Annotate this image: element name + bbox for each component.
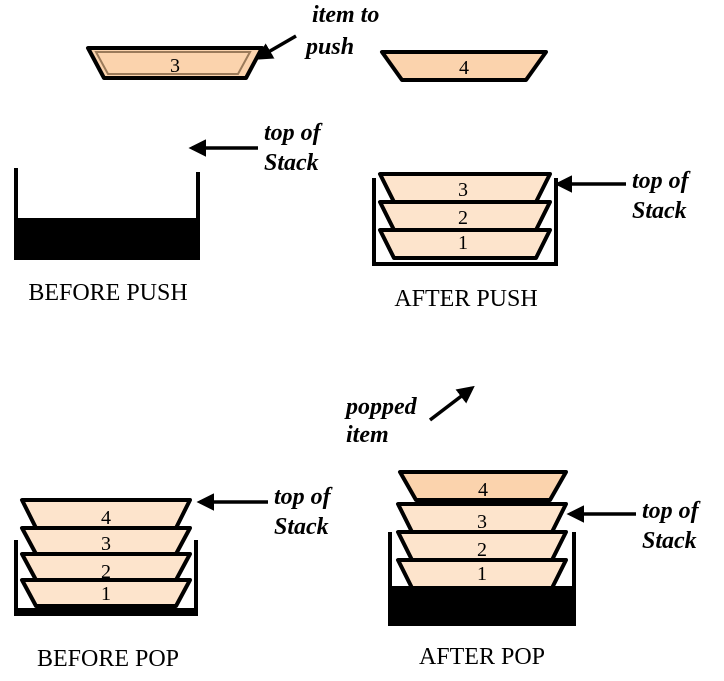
top-of-stack-line2: Stack (642, 528, 697, 554)
before-pop-container (14, 540, 198, 616)
plate-label: 3 (458, 179, 468, 201)
popped-item-arrow (428, 385, 475, 422)
caption-after-push: AFTER PUSH (394, 286, 537, 312)
item-to-push-arrow (254, 34, 297, 60)
top-of-stack-line1: top of (264, 120, 323, 146)
top-of-stack-line2: Stack (264, 150, 319, 176)
before-pop-plate-2: 2 (20, 552, 192, 583)
plate-label: 1 (101, 583, 111, 605)
plate-label: 2 (101, 561, 111, 583)
plate-label: 3 (170, 55, 180, 77)
caption-before-pop: BEFORE POP (37, 646, 179, 672)
item-to-push-label-line1: item to (312, 2, 379, 28)
plate-label: 1 (477, 563, 487, 585)
before-push-container (14, 168, 200, 260)
before-pop-plate-3: 3 (20, 526, 192, 556)
top-of-stack-line1: top of (642, 498, 701, 524)
top-of-stack-line1: top of (632, 168, 691, 194)
popped-item-line2: item (346, 422, 389, 448)
caption-before-push: BEFORE PUSH (28, 280, 187, 306)
after-pop-container (388, 532, 576, 626)
top-of-stack-line2: Stack (632, 198, 687, 224)
plate-label: 1 (458, 232, 468, 254)
after-push-container (372, 178, 558, 266)
item-to-push-label-line2: push (304, 34, 354, 60)
plate-label: 2 (477, 539, 487, 561)
after-pop-plate-2: 2 (396, 530, 568, 562)
plate-label: 4 (459, 57, 469, 79)
after-pop-plate-1: 1 (396, 558, 568, 590)
top-of-stack-line2: Stack (274, 514, 329, 540)
before-pop-plate-1: 1 (20, 578, 192, 608)
item-to-push-plate: 3 (86, 46, 264, 80)
plate-label: 4 (101, 507, 111, 529)
after-pop-popped-plate-4: 4 (398, 470, 568, 502)
plate-label: 3 (477, 511, 487, 533)
after-push-plate-1: 1 (378, 228, 552, 260)
before-pop-plate-4: 4 (20, 498, 192, 530)
plate-label: 2 (458, 207, 468, 229)
after-pop-plate-3: 3 (396, 502, 568, 534)
plate-label: 4 (478, 479, 488, 501)
after-push-plate-2: 2 (378, 200, 552, 232)
after-push-plate-3: 3 (378, 172, 552, 204)
plate-label: 3 (101, 533, 111, 555)
loose-plate-4: 4 (380, 50, 548, 82)
popped-item-line1: popped (344, 394, 418, 420)
caption-after-pop: AFTER POP (419, 644, 545, 670)
top-of-stack-line1: top of (274, 484, 333, 510)
